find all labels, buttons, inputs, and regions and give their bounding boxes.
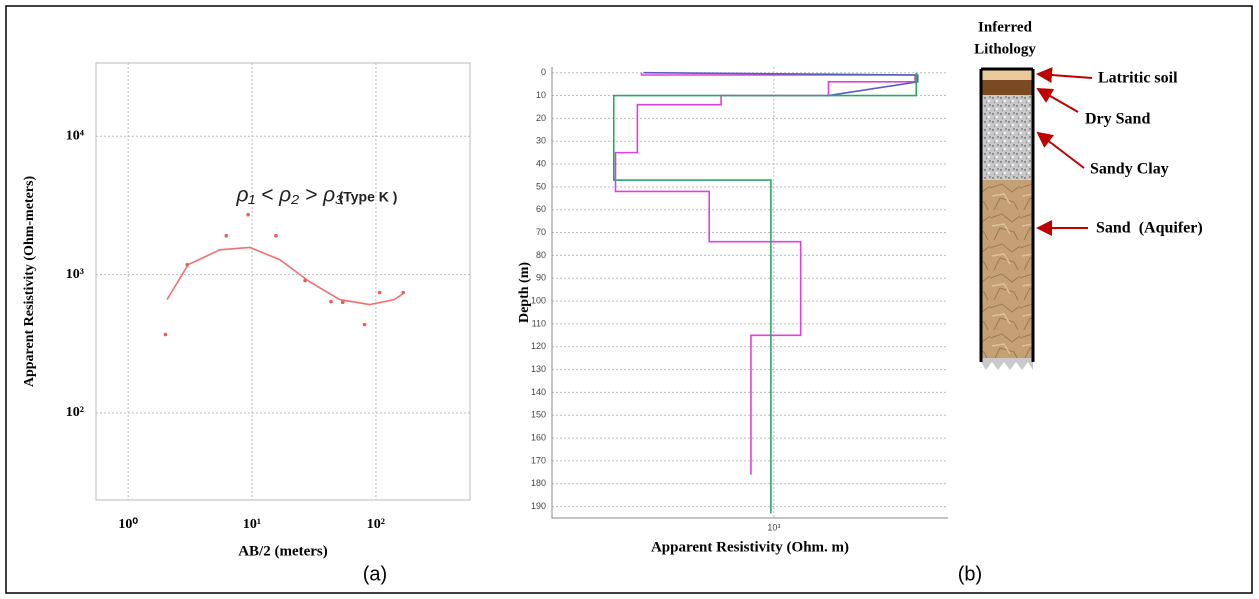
y-tick-label: 10²: [66, 405, 84, 420]
y-tick-label: 70: [536, 227, 546, 237]
annotation: ρ₁ < ρ₂ > ρ₃: [236, 184, 344, 207]
y-tick-label: 10⁴: [66, 128, 85, 143]
profile-line: [612, 72, 918, 514]
y-tick-label: 20: [536, 113, 546, 123]
profile-line: [614, 72, 916, 475]
panel-label: (b): [958, 563, 982, 585]
figure-border: [5, 5, 1253, 594]
y-axis-title: Depth (m): [517, 262, 532, 323]
y-tick-label: 40: [536, 158, 546, 168]
arrow: [1036, 67, 1093, 84]
y-tick-label: 30: [536, 136, 546, 146]
y-tick-label: 110: [532, 318, 546, 328]
data-point: [303, 278, 307, 283]
data-point: [362, 322, 367, 327]
layer-label: Sandy Clay: [1090, 161, 1169, 178]
lithology-column: Inferred Lithology Latritic soil Dry San…: [974, 19, 1203, 370]
data-point: [340, 300, 345, 305]
fit-line: [166, 246, 406, 306]
panel-label: (a): [363, 563, 387, 585]
layer-latritic: [981, 69, 1033, 80]
annotation: (Type K ): [339, 189, 398, 205]
y-tick-label: 190: [531, 501, 546, 511]
lithology-title: Inferred: [978, 19, 1033, 35]
layer-sand: [981, 180, 1033, 358]
y-tick-label: 120: [531, 341, 546, 351]
y-tick-label: 100: [531, 295, 546, 305]
profile-line: [643, 71, 919, 97]
y-tick-label: 170: [531, 455, 546, 465]
x-axis-title: Apparent Resistivity (Ohm. m): [651, 539, 849, 555]
y-tick-label: 0: [541, 67, 546, 77]
y-tick-label: 90: [536, 273, 546, 283]
data-point: [246, 212, 250, 217]
y-tick-label: 140: [531, 387, 546, 397]
y-tick-label: 180: [531, 478, 546, 488]
layer-label: Sand (Aquifer): [1096, 220, 1203, 237]
y-tick-label: 150: [531, 410, 546, 420]
data-point: [401, 290, 405, 295]
y-axis-title: Apparent Resistivity (Ohm-meters): [22, 176, 37, 388]
axis-line: [551, 67, 948, 519]
plot-area: [95, 62, 471, 501]
y-tick-label: 50: [536, 181, 546, 191]
data-point: [377, 290, 382, 295]
x-tick-label: 10⁰: [118, 517, 138, 532]
x-axis-title: AB/2 (meters): [238, 543, 328, 559]
y-tick-label: 60: [536, 204, 546, 214]
x-tick-label: 10²: [367, 517, 385, 532]
arrow: [1036, 131, 1085, 169]
y-tick-label: 160: [531, 432, 546, 442]
data-point: [163, 332, 168, 337]
lithology-title: Lithology: [974, 41, 1036, 57]
layer-label: Dry Sand: [1085, 111, 1150, 128]
layer-label: Latritic soil: [1098, 70, 1178, 87]
y-tick-label: 10³: [66, 267, 84, 282]
data-point: [329, 299, 333, 304]
data-point: [274, 233, 278, 238]
y-tick-label: 80: [536, 250, 546, 260]
column-base: [981, 358, 1033, 370]
data-point: [224, 233, 229, 238]
x-tick-label: 10³: [767, 522, 780, 532]
plot-area: [552, 67, 948, 518]
y-tick-label: 10: [536, 90, 546, 100]
x-tick-label: 10¹: [243, 517, 261, 532]
y-tick-label: 130: [531, 364, 546, 374]
data-point: [185, 262, 190, 267]
column-frame: [979, 67, 1035, 362]
layer-sandy-clay: [981, 95, 1033, 180]
arrow: [1036, 88, 1079, 113]
layer-dry-sand: [981, 80, 1033, 95]
